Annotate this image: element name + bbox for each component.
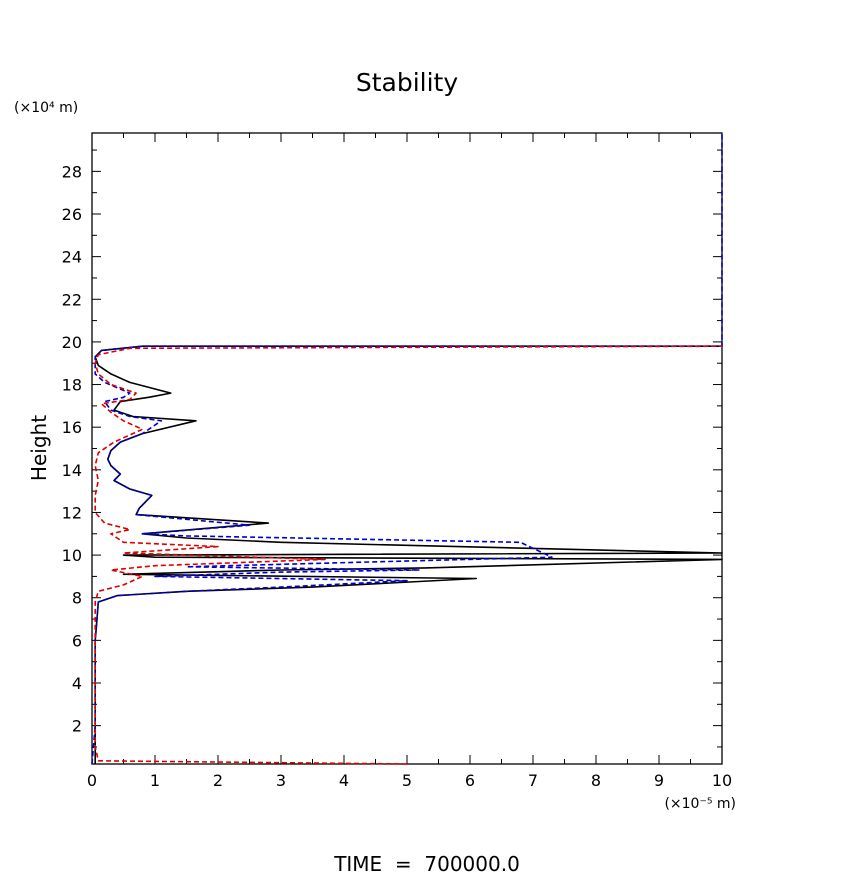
- y-tick-label: 16: [62, 418, 82, 437]
- y-tick-label: 24: [62, 248, 82, 267]
- x-tick-label: 1: [150, 771, 160, 790]
- y-tick-label: 26: [62, 205, 82, 224]
- x-tick-label: 9: [654, 771, 664, 790]
- x-tick-label: 7: [528, 771, 538, 790]
- y-unit-label: (×10⁴ m): [14, 100, 78, 116]
- y-tick-label: 14: [62, 461, 82, 480]
- x-tick-label: 6: [465, 771, 475, 790]
- y-tick-label: 4: [72, 674, 82, 693]
- time-label: TIME = 700000.0: [333, 852, 520, 876]
- x-tick-label: 2: [213, 771, 223, 790]
- x-tick-label: 4: [339, 771, 349, 790]
- y-tick-label: 10: [62, 546, 82, 565]
- series-line-1: [91, 133, 723, 765]
- y-tick-label: 2: [72, 717, 82, 736]
- y-tick-label: 8: [72, 589, 82, 608]
- x-tick-label: 8: [591, 771, 601, 790]
- y-tick-label: 28: [62, 162, 82, 181]
- series-line-2: [94, 345, 723, 765]
- plot-frame: [91, 132, 723, 765]
- y-tick-label: 20: [62, 333, 82, 352]
- y-axis-label: Height: [27, 415, 51, 481]
- x-unit-label: (×10⁻⁵ m): [664, 796, 736, 812]
- x-tick-label: 3: [276, 771, 286, 790]
- chart-title: Stability: [356, 68, 459, 97]
- data-series: [91, 133, 723, 765]
- series-line-0: [94, 345, 723, 764]
- x-tick-label: 10: [712, 771, 732, 790]
- y-tick-label: 22: [62, 290, 82, 309]
- y-tick-label: 6: [72, 631, 82, 650]
- y-tick-label: 18: [62, 376, 82, 395]
- x-tick-label: 5: [402, 771, 412, 790]
- y-tick-label: 12: [62, 503, 82, 522]
- x-tick-label: 0: [87, 771, 97, 790]
